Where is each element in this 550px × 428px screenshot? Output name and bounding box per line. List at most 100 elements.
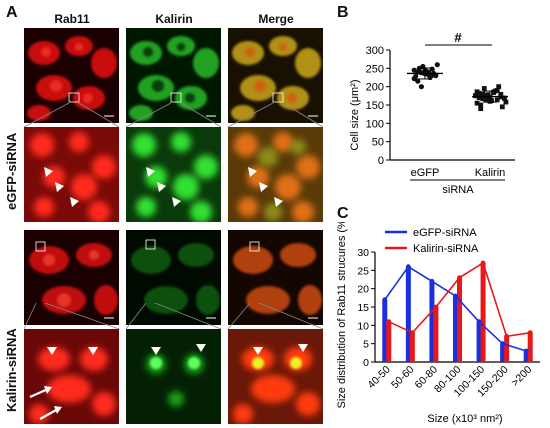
arrowhead-icon bbox=[274, 197, 283, 207]
legend-label: eGFP-siRNA bbox=[413, 227, 477, 239]
data-point bbox=[478, 106, 484, 112]
panel-a-letter: A bbox=[6, 4, 18, 21]
bar bbox=[433, 307, 439, 362]
arrowhead-icon bbox=[248, 167, 257, 177]
bar bbox=[457, 277, 462, 362]
micrograph-kalirin-merge-zoom bbox=[228, 329, 323, 424]
micrograph-kalirin-kalirin-overview bbox=[126, 230, 221, 325]
arrowhead-icon bbox=[157, 182, 166, 192]
bar bbox=[523, 351, 529, 362]
arrowhead-icon bbox=[55, 182, 64, 192]
column-header-kalirin: Kalirin bbox=[155, 12, 193, 26]
y-tick-label: 300 bbox=[366, 45, 384, 57]
y-tick-label: 10 bbox=[357, 320, 369, 332]
data-point bbox=[499, 104, 505, 110]
series-point bbox=[433, 304, 439, 310]
series-point bbox=[453, 293, 458, 299]
y-tick-label: 20 bbox=[357, 284, 369, 296]
column-header-merge: Merge bbox=[258, 12, 294, 26]
data-point bbox=[418, 84, 424, 90]
series-point bbox=[500, 341, 506, 347]
data-point bbox=[491, 90, 496, 95]
zoom-connector-row1 bbox=[23, 102, 324, 128]
y-tick-label: 30 bbox=[357, 247, 369, 259]
data-point bbox=[480, 96, 486, 102]
arrow-icon bbox=[29, 387, 49, 399]
data-point bbox=[415, 78, 421, 84]
micrograph-egfp-kalirin-overview bbox=[126, 28, 221, 123]
micrograph-kalirin-rab11-zoom bbox=[24, 329, 119, 424]
category-label-egfp: eGFP bbox=[411, 167, 440, 179]
y-tick-label: 50 bbox=[372, 137, 384, 149]
arrow-icon bbox=[39, 408, 59, 420]
micrograph-egfp-rab11-zoom bbox=[24, 127, 119, 222]
bar bbox=[405, 266, 411, 362]
arrowhead-icon bbox=[253, 347, 263, 355]
micrograph-kalirin-kalirin-zoom bbox=[126, 329, 221, 424]
bar bbox=[409, 332, 415, 362]
significance-marker: # bbox=[454, 30, 462, 45]
category-label-kalirin: Kalirin bbox=[475, 167, 506, 179]
series-point bbox=[409, 330, 415, 336]
micrograph-kalirin-rab11-overview bbox=[24, 230, 119, 325]
arrowhead-icon bbox=[172, 197, 181, 207]
series-point bbox=[476, 319, 482, 325]
series-point bbox=[504, 333, 510, 339]
row-label-kalirin-sirna: Kalirin-siRNA bbox=[4, 328, 19, 412]
bar bbox=[476, 321, 482, 362]
series-point bbox=[386, 319, 392, 325]
arrowhead-icon bbox=[146, 167, 155, 177]
y-tick-label: 0 bbox=[378, 155, 384, 167]
data-point bbox=[478, 102, 484, 108]
data-point bbox=[434, 62, 440, 68]
data-point bbox=[502, 95, 507, 101]
series-point bbox=[405, 264, 411, 270]
y-tick-label: 250 bbox=[366, 63, 384, 75]
arrowhead-icon bbox=[259, 182, 268, 192]
arrowhead-icon bbox=[88, 347, 98, 355]
y-tick-label: 15 bbox=[357, 302, 369, 314]
y-tick-label: 150 bbox=[366, 100, 384, 112]
bar bbox=[429, 281, 435, 362]
size-distribution-bar-chart: Size distribution of Rab11 strucures (%)… bbox=[336, 222, 540, 425]
arrowhead-icon bbox=[70, 197, 79, 207]
series-point bbox=[382, 297, 388, 303]
bar bbox=[504, 336, 510, 362]
data-point bbox=[484, 97, 489, 102]
x-tick-label: 50-60 bbox=[389, 364, 417, 392]
series-point bbox=[523, 348, 529, 354]
legend-label: Kalirin-siRNA bbox=[413, 243, 479, 255]
data-point bbox=[494, 97, 500, 103]
bar bbox=[527, 332, 533, 362]
data-point bbox=[476, 95, 482, 101]
bar bbox=[500, 343, 506, 362]
zoom-connector-row2 bbox=[23, 303, 324, 330]
column-header-rab11: Rab11 bbox=[54, 12, 90, 26]
data-point bbox=[474, 89, 480, 95]
series-point bbox=[429, 278, 435, 284]
y-tick-label: 25 bbox=[357, 265, 369, 277]
panel-c-letter: C bbox=[337, 205, 349, 222]
bar bbox=[480, 263, 486, 362]
chart-c-ylabel-text: Size distribution of Rab11 strucures (%) bbox=[336, 222, 348, 409]
bar bbox=[453, 296, 458, 362]
group-label-sirna: siRNA bbox=[442, 184, 474, 196]
data-point bbox=[481, 86, 487, 91]
panel-b-letter: B bbox=[337, 4, 349, 21]
micrograph-egfp-kalirin-zoom bbox=[126, 127, 221, 222]
x-tick-label: 40-50 bbox=[365, 364, 393, 392]
chart-c-xlabel: Size (x10³ nm²) bbox=[427, 413, 502, 425]
arrowhead-icon bbox=[44, 167, 53, 177]
data-point bbox=[489, 98, 494, 103]
micrograph-kalirin-merge-overview bbox=[228, 230, 323, 325]
arrowhead-icon bbox=[151, 347, 161, 355]
y-tick-label: 0 bbox=[363, 357, 369, 369]
cell-size-scatter-chart: Cell size (μm²) 0 50 100 150 200 250 300 # eGF… bbox=[349, 30, 515, 196]
data-point bbox=[503, 99, 509, 105]
micrograph-egfp-rab11-overview bbox=[24, 28, 119, 123]
series-point bbox=[480, 260, 486, 266]
x-tick-label: >200 bbox=[509, 364, 534, 389]
arrowhead-icon bbox=[298, 344, 308, 352]
bar bbox=[382, 299, 388, 362]
row-label-egfp-sirna: eGFP-siRNA bbox=[4, 132, 19, 210]
